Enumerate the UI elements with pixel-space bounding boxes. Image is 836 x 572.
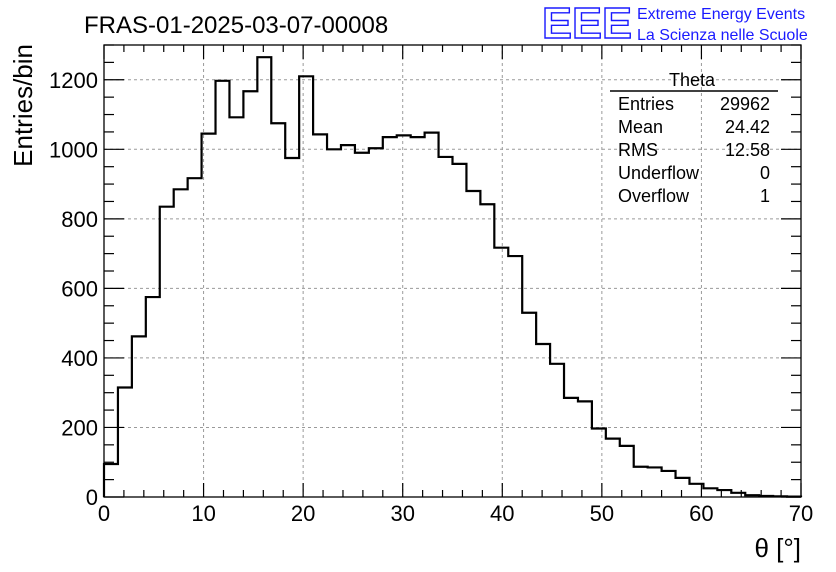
histogram-series <box>102 56 803 498</box>
stats-box-rows: Entries 29962 Mean 24.42 RMS 12.58 Underflow 0 O… <box>618 94 770 206</box>
x-axis-title: θ [°] <box>754 533 801 563</box>
y-tick-labels: 0 200 400 600 800 1000 1200 <box>49 68 98 510</box>
y-axis-title: Entries/bin <box>8 44 38 167</box>
x-tick-label: 40 <box>490 501 514 526</box>
y-tick-label: 0 <box>86 485 98 510</box>
logo-mark: EEE <box>542 0 632 48</box>
x-tick-label: 20 <box>291 501 315 526</box>
chart-title: FRAS-01-2025-03-07-00008 <box>84 12 388 39</box>
grid-lines <box>104 45 801 497</box>
y-tick-label: 1200 <box>49 68 98 93</box>
stats-row-label: Overflow <box>618 186 690 206</box>
stats-row-label: Underflow <box>618 163 700 183</box>
x-tick-label: 60 <box>689 501 713 526</box>
eee-logo: EEE Extreme Energy Events La Scienza nel… <box>541 0 808 49</box>
stats-row-value: 24.42 <box>725 117 770 137</box>
plot-frame <box>103 44 802 498</box>
y-tick-label: 200 <box>61 415 98 440</box>
stats-box-title: Theta <box>669 70 716 90</box>
y-tick-label: 800 <box>61 207 98 232</box>
axis-ticks <box>103 44 802 498</box>
stats-row-label: Mean <box>618 117 663 137</box>
logo-line-2: La Scienza nelle Scuole <box>637 27 808 44</box>
x-tick-label: 50 <box>590 501 614 526</box>
y-tick-label: 400 <box>61 346 98 371</box>
logo-line-1: Extreme Energy Events <box>637 6 805 23</box>
x-tick-labels: 0 10 20 30 40 50 60 70 <box>98 501 813 526</box>
stats-row-value: 12.58 <box>725 140 770 160</box>
stats-row-label: RMS <box>618 140 658 160</box>
stats-row-value: 1 <box>760 186 770 206</box>
stats-row-value: 29962 <box>720 94 770 114</box>
x-tick-label: 0 <box>98 501 110 526</box>
x-tick-label: 30 <box>390 501 414 526</box>
stats-box: Theta Entries 29962 Mean 24.42 RMS 12.58 Under… <box>610 70 778 206</box>
x-tick-label: 70 <box>789 501 813 526</box>
y-tick-label: 600 <box>61 276 98 301</box>
stats-row-value: 0 <box>760 163 770 183</box>
y-tick-label: 1000 <box>49 137 98 162</box>
x-tick-label: 10 <box>191 501 215 526</box>
stats-row-label: Entries <box>618 94 674 114</box>
